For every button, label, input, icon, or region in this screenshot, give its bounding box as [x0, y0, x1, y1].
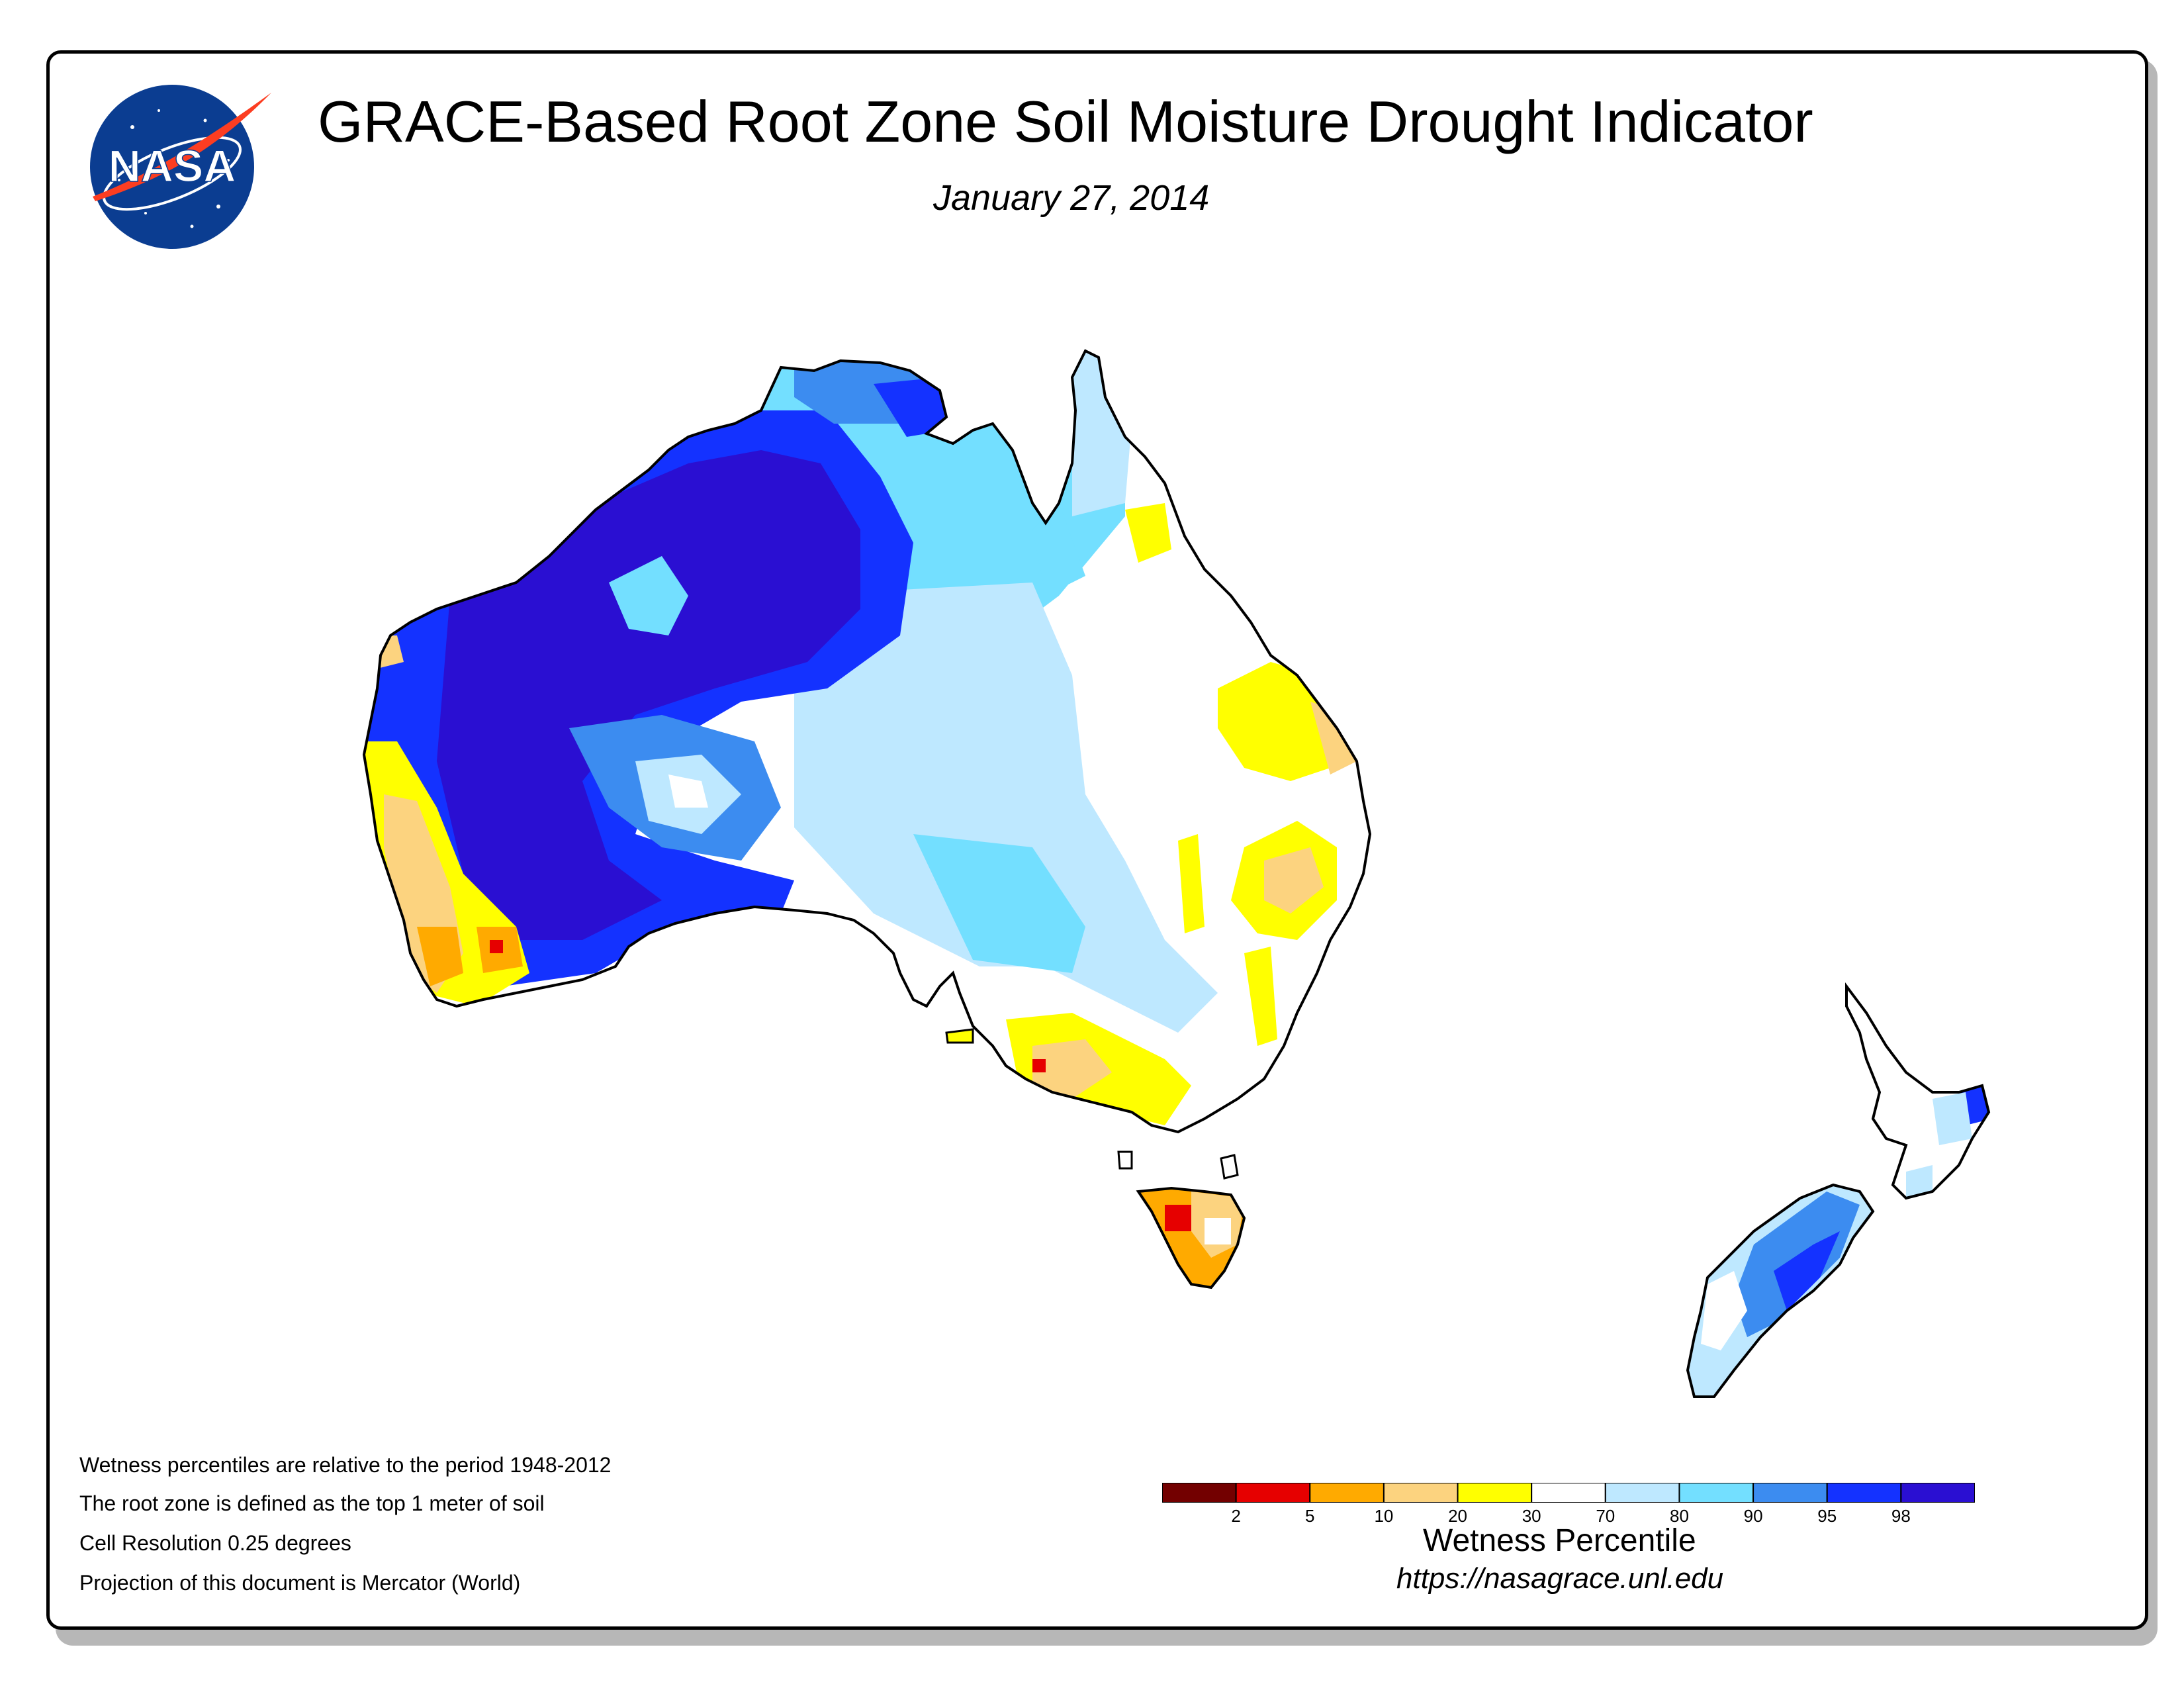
- legend-tick-label: 20: [1448, 1506, 1467, 1526]
- legend-swatch: [1826, 1483, 1902, 1503]
- legend-tick-label: 95: [1817, 1506, 1837, 1526]
- tasmania-landmass: [1138, 1188, 1244, 1288]
- legend-swatch: [1383, 1483, 1459, 1503]
- legend-tick-label: 80: [1669, 1506, 1689, 1526]
- nasa-meatball-icon: NASA: [90, 85, 271, 249]
- nz-south-island-outline: [1686, 1183, 1875, 1398]
- nasa-logo-text: NASA: [109, 141, 236, 191]
- legend-title: Wetness Percentile: [1423, 1523, 1696, 1558]
- legend-tick-label: 70: [1596, 1506, 1615, 1526]
- legend-swatch: [1235, 1483, 1311, 1503]
- legend-tick-label: 5: [1305, 1506, 1315, 1526]
- note-root-zone: The root zone is defined as the top 1 me…: [79, 1491, 545, 1515]
- nz-north-island-outline: [1845, 982, 1991, 1200]
- kangaroo-island: [945, 1028, 974, 1044]
- legend-swatch: [1309, 1483, 1385, 1503]
- australia-outline: [362, 349, 1372, 1134]
- note-period: Wetness percentiles are relative to the …: [79, 1453, 612, 1477]
- flinders-island-icon: [1220, 1154, 1239, 1180]
- note-resolution: Cell Resolution 0.25 degrees: [79, 1531, 351, 1555]
- nz-north-island: [1846, 986, 1989, 1198]
- legend-swatch: [1678, 1483, 1754, 1503]
- legend-tick-label: 90: [1743, 1506, 1763, 1526]
- legend-swatch: [1752, 1483, 1828, 1503]
- legend-color-bar: [1162, 1483, 1975, 1503]
- legend-tick-label: 10: [1374, 1506, 1394, 1526]
- tasmania-outline: [1136, 1186, 1246, 1289]
- source-url[interactable]: https://nasagrace.unl.edu: [1396, 1562, 1724, 1595]
- legend-swatch: [1900, 1483, 1975, 1503]
- map-date: January 27, 2014: [933, 178, 1210, 218]
- legend-swatch: [1604, 1483, 1680, 1503]
- legend-tick-label: 30: [1522, 1506, 1541, 1526]
- legend-swatch: [1531, 1483, 1606, 1503]
- legend-tick-label: 98: [1891, 1506, 1911, 1526]
- legend-swatch: [1457, 1483, 1533, 1503]
- legend-swatch: [1162, 1483, 1237, 1503]
- bass-strait-island-icon: [1117, 1150, 1133, 1170]
- nasa-vector-icon: [93, 93, 271, 201]
- legend-tick-label: 2: [1231, 1506, 1241, 1526]
- legend-ticks: 2 5 10 20 30 70 80 90 95 98: [1162, 1506, 1975, 1532]
- note-projection: Projection of this document is Mercator …: [79, 1571, 521, 1595]
- australia-landmass: [364, 351, 1370, 1132]
- page-title: GRACE-Based Root Zone Soil Moisture Drou…: [318, 89, 1813, 154]
